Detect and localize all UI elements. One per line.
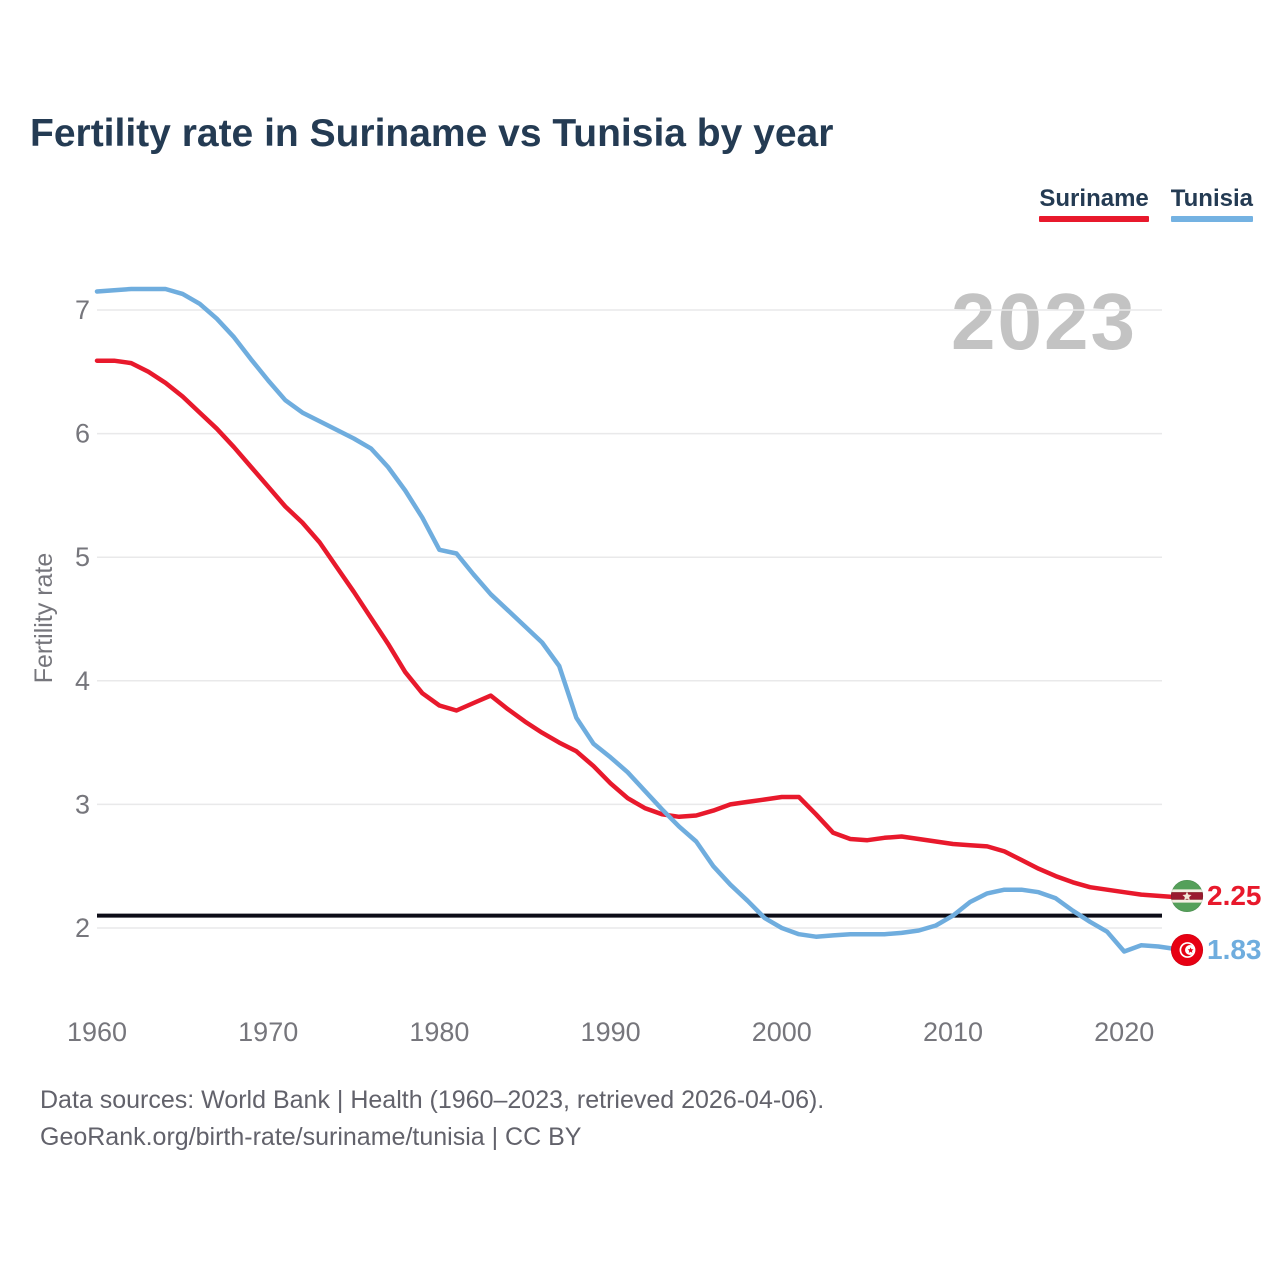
x-tick-label: 1990 [581,1017,641,1047]
legend-swatch-tunisia [1170,216,1253,223]
footer-attribution-line: GeoRank.org/birth-rate/suriname/tunisia … [40,1123,582,1151]
x-tick-label: 1960 [67,1017,127,1047]
x-tick-label: 2000 [752,1017,812,1047]
tunisia-line [94,286,1178,954]
y-tick-label: 6 [75,419,90,449]
tunisia-end-value: 1.83 [1207,934,1262,965]
legend-label-suriname: Suriname [1039,185,1149,212]
legend-item-suriname[interactable]: Suriname [1039,185,1149,223]
legend: Suriname Tunisia [1039,185,1253,223]
footer: Data sources: World Bank | Health (1960–… [40,1082,824,1156]
y-axis-title: Fertility rate [30,553,58,684]
x-tick-label: 1980 [409,1017,469,1047]
y-tick-label: 4 [75,666,90,696]
y-tick-label: 2 [75,913,90,943]
y-tick-label: 7 [75,295,90,325]
legend-label-tunisia: Tunisia [1170,185,1253,212]
legend-swatch-suriname [1039,216,1149,223]
x-tick-label: 1970 [238,1017,298,1047]
tunisia-flag-icon [1170,933,1204,972]
suriname-end-value: 2.25 [1207,880,1262,911]
page-title: Fertility rate in Suriname vs Tunisia by… [30,112,834,155]
x-tick-label: 2010 [923,1017,983,1047]
watermark-year: 2023 [951,277,1137,366]
suriname-flag-icon [1170,879,1204,918]
y-tick-label: 3 [75,789,90,819]
x-tick-label: 2020 [1094,1017,1154,1047]
footer-sources-line: Data sources: World Bank | Health (1960–… [40,1086,825,1114]
legend-item-tunisia[interactable]: Tunisia [1170,185,1253,223]
suriname-line [94,358,1178,900]
y-tick-label: 5 [75,542,90,572]
